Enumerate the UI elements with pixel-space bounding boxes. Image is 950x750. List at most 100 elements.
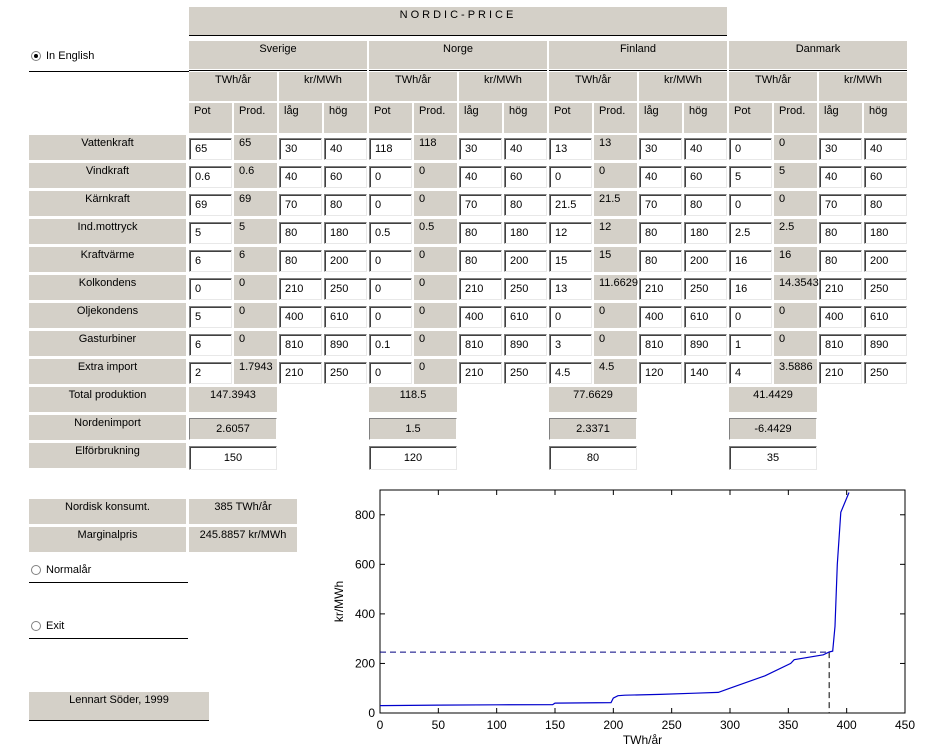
low-input[interactable]: 80	[459, 250, 502, 272]
pot-input[interactable]: 0	[729, 194, 772, 216]
high-input[interactable]: 200	[324, 250, 367, 272]
pot-input[interactable]: 6	[189, 250, 232, 272]
consumption-input[interactable]: 35	[729, 446, 817, 470]
pot-input[interactable]: 0	[369, 278, 412, 300]
pot-input[interactable]: 0	[369, 250, 412, 272]
low-input[interactable]: 80	[819, 250, 862, 272]
pot-input[interactable]: 21.5	[549, 194, 592, 216]
low-input[interactable]: 210	[639, 278, 682, 300]
low-input[interactable]: 810	[819, 334, 862, 356]
pot-input[interactable]: 16	[729, 250, 772, 272]
pot-input[interactable]: 12	[549, 222, 592, 244]
low-input[interactable]: 210	[459, 362, 502, 384]
pot-input[interactable]: 2.5	[729, 222, 772, 244]
pot-input[interactable]: 0.6	[189, 166, 232, 188]
low-input[interactable]: 80	[819, 222, 862, 244]
high-input[interactable]: 250	[324, 362, 367, 384]
low-input[interactable]: 80	[459, 222, 502, 244]
high-input[interactable]: 610	[684, 306, 727, 328]
high-input[interactable]: 180	[504, 222, 547, 244]
pot-input[interactable]: 0	[729, 138, 772, 160]
high-input[interactable]: 610	[864, 306, 907, 328]
high-input[interactable]: 200	[684, 250, 727, 272]
low-input[interactable]: 70	[819, 194, 862, 216]
english-radio[interactable]: In English	[31, 49, 94, 63]
pot-input[interactable]: 0.5	[369, 222, 412, 244]
low-input[interactable]: 400	[459, 306, 502, 328]
high-input[interactable]: 180	[684, 222, 727, 244]
pot-input[interactable]: 0	[369, 194, 412, 216]
high-input[interactable]: 60	[864, 166, 907, 188]
high-input[interactable]: 80	[324, 194, 367, 216]
high-input[interactable]: 40	[864, 138, 907, 160]
high-input[interactable]: 40	[684, 138, 727, 160]
low-input[interactable]: 400	[819, 306, 862, 328]
low-input[interactable]: 400	[639, 306, 682, 328]
pot-input[interactable]: 16	[729, 278, 772, 300]
pot-input[interactable]: 2	[189, 362, 232, 384]
low-input[interactable]: 210	[279, 362, 322, 384]
normal-year-radio[interactable]: Normalår	[31, 563, 91, 577]
high-input[interactable]: 180	[864, 222, 907, 244]
high-input[interactable]: 250	[504, 278, 547, 300]
low-input[interactable]: 120	[639, 362, 682, 384]
pot-input[interactable]: 0	[729, 306, 772, 328]
high-input[interactable]: 80	[684, 194, 727, 216]
high-input[interactable]: 250	[864, 278, 907, 300]
exit-radio[interactable]: Exit	[31, 619, 64, 633]
high-input[interactable]: 200	[864, 250, 907, 272]
consumption-input[interactable]: 150	[189, 446, 277, 470]
low-input[interactable]: 80	[639, 222, 682, 244]
low-input[interactable]: 80	[279, 222, 322, 244]
low-input[interactable]: 400	[279, 306, 322, 328]
high-input[interactable]: 890	[684, 334, 727, 356]
high-input[interactable]: 250	[504, 362, 547, 384]
high-input[interactable]: 40	[324, 138, 367, 160]
high-input[interactable]: 60	[324, 166, 367, 188]
pot-input[interactable]: 13	[549, 278, 592, 300]
low-input[interactable]: 80	[279, 250, 322, 272]
high-input[interactable]: 60	[684, 166, 727, 188]
pot-input[interactable]: 0	[189, 278, 232, 300]
high-input[interactable]: 180	[324, 222, 367, 244]
pot-input[interactable]: 0	[369, 306, 412, 328]
low-input[interactable]: 40	[459, 166, 502, 188]
pot-input[interactable]: 0	[369, 362, 412, 384]
high-input[interactable]: 610	[324, 306, 367, 328]
low-input[interactable]: 30	[819, 138, 862, 160]
pot-input[interactable]: 65	[189, 138, 232, 160]
low-input[interactable]: 70	[459, 194, 502, 216]
low-input[interactable]: 210	[279, 278, 322, 300]
low-input[interactable]: 40	[819, 166, 862, 188]
pot-input[interactable]: 69	[189, 194, 232, 216]
pot-input[interactable]: 0	[369, 166, 412, 188]
low-input[interactable]: 210	[819, 362, 862, 384]
high-input[interactable]: 610	[504, 306, 547, 328]
pot-input[interactable]: 3	[549, 334, 592, 356]
low-input[interactable]: 40	[639, 166, 682, 188]
pot-input[interactable]: 5	[189, 222, 232, 244]
high-input[interactable]: 890	[504, 334, 547, 356]
pot-input[interactable]: 4	[729, 362, 772, 384]
low-input[interactable]: 30	[279, 138, 322, 160]
high-input[interactable]: 200	[504, 250, 547, 272]
high-input[interactable]: 890	[864, 334, 907, 356]
low-input[interactable]: 80	[639, 250, 682, 272]
high-input[interactable]: 250	[684, 278, 727, 300]
low-input[interactable]: 810	[459, 334, 502, 356]
pot-input[interactable]: 0.1	[369, 334, 412, 356]
high-input[interactable]: 890	[324, 334, 367, 356]
low-input[interactable]: 810	[639, 334, 682, 356]
high-input[interactable]: 80	[864, 194, 907, 216]
low-input[interactable]: 30	[459, 138, 502, 160]
low-input[interactable]: 810	[279, 334, 322, 356]
pot-input[interactable]: 0	[549, 306, 592, 328]
consumption-input[interactable]: 120	[369, 446, 457, 470]
pot-input[interactable]: 6	[189, 334, 232, 356]
pot-input[interactable]: 5	[189, 306, 232, 328]
high-input[interactable]: 250	[864, 362, 907, 384]
high-input[interactable]: 250	[324, 278, 367, 300]
high-input[interactable]: 60	[504, 166, 547, 188]
consumption-input[interactable]: 80	[549, 446, 637, 470]
low-input[interactable]: 40	[279, 166, 322, 188]
